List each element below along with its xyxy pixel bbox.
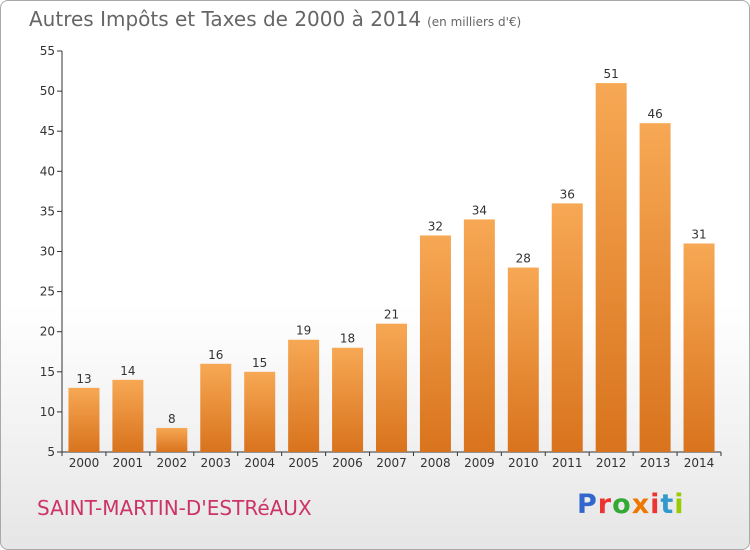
data-label: 28 [516,252,531,266]
y-tick-label: 35 [40,204,55,218]
data-label: 18 [340,332,355,346]
town-name: SAINT-MARTIN-D'ESTRéAUX [37,496,312,520]
y-tick-label: 5 [47,445,55,459]
bar [683,243,715,452]
x-tick-label: 2009 [464,456,495,470]
data-label: 46 [647,107,662,121]
x-tick-label: 2005 [288,456,319,470]
bar [244,371,276,452]
data-label: 13 [76,372,91,386]
data-label: 32 [428,219,443,233]
data-label: 16 [208,348,223,362]
x-tick-label: 2010 [508,456,539,470]
bar [595,83,627,452]
bar [376,323,407,452]
bar [332,347,364,452]
x-tick-label: 2003 [200,456,231,470]
data-label: 34 [472,203,487,217]
bar [288,339,320,452]
chart-unit: (en milliers d'€) [427,15,522,29]
data-label: 19 [296,324,311,338]
x-tick-label: 2014 [684,456,715,470]
chart-title-text: Autres Impôts et Taxes de 2000 à 2014 [29,7,422,31]
x-tick-label: 2006 [332,456,363,470]
y-tick-label: 50 [40,84,55,98]
chart-labels: 13 2000 14 2001 8 2002 16 2003 15 2004 19 2005 18 200… [69,67,715,470]
bar [639,123,671,453]
x-tick-label: 2013 [640,456,671,470]
data-label: 36 [560,187,575,201]
logo-letter: o [612,489,632,520]
data-label: 14 [120,364,135,378]
x-tick-label: 2011 [552,456,583,470]
y-tick-label: 10 [40,405,55,419]
y-tick-label: 55 [40,44,55,58]
x-tick-label: 2007 [376,456,407,470]
bar [419,235,451,452]
data-label: 21 [384,308,399,322]
logo-letter: t [660,489,675,520]
bar [68,387,100,452]
bar [156,427,188,452]
bar [112,379,144,452]
x-tick-label: 2012 [596,456,627,470]
proxiti-logo[interactable]: Proxiti [577,489,685,520]
x-tick-label: 2008 [420,456,451,470]
logo-letter: x [631,489,651,520]
y-tick-label: 20 [40,325,55,339]
data-label: 31 [691,227,706,241]
logo-letter: i [674,489,685,520]
y-tick-label: 40 [40,164,55,178]
chart-bars [68,83,715,453]
y-tick-label: 25 [40,285,55,299]
x-tick-label: 2000 [69,456,100,470]
y-tick-label: 45 [40,124,55,138]
x-tick-label: 2004 [244,456,275,470]
data-label: 8 [168,412,176,426]
data-label: 15 [252,356,267,370]
logo-letter: P [577,489,598,520]
chart-title: Autres Impôts et Taxes de 2000 à 2014 (en… [29,7,521,31]
data-label: 51 [604,67,619,81]
bar [551,203,583,452]
logo-letter: i [650,489,661,520]
bar [200,363,232,452]
bar [463,219,495,452]
bar [507,267,539,452]
y-tick-label: 30 [40,245,55,259]
x-tick-label: 2002 [157,456,188,470]
logo-letter: r [597,489,613,520]
y-tick-label: 15 [40,365,55,379]
x-tick-label: 2001 [113,456,144,470]
